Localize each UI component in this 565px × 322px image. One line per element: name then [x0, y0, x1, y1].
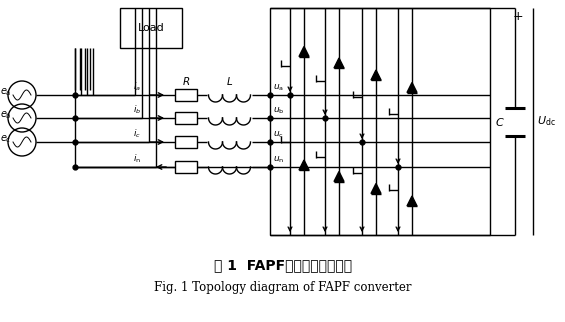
Polygon shape	[334, 172, 344, 182]
Polygon shape	[299, 46, 309, 56]
Text: $C$: $C$	[495, 116, 505, 128]
Text: $i_{b}$: $i_{b}$	[133, 104, 141, 116]
Text: 图 1  FAPF变流器拓扑结构图: 图 1 FAPF变流器拓扑结构图	[214, 258, 352, 272]
Bar	[175, 89, 197, 101]
Text: Load: Load	[138, 23, 164, 33]
Text: Fig. 1 Topology diagram of FAPF converter: Fig. 1 Topology diagram of FAPF converte…	[154, 280, 412, 293]
Text: $e_{\rm a}$: $e_{\rm a}$	[0, 86, 12, 98]
Text: $u_{\rm b}$: $u_{\rm b}$	[273, 106, 284, 116]
Text: $u_{\rm c}$: $u_{\rm c}$	[273, 130, 284, 140]
Bar	[175, 136, 197, 148]
Polygon shape	[299, 160, 309, 170]
Polygon shape	[407, 196, 417, 206]
Text: $e_{\rm c}$: $e_{\rm c}$	[1, 133, 12, 145]
Text: $L$: $L$	[226, 75, 233, 87]
Text: $U_{\rm dc}$: $U_{\rm dc}$	[537, 115, 556, 128]
Bar	[120, 8, 182, 48]
Text: +: +	[512, 10, 523, 23]
Bar	[175, 161, 197, 173]
Bar	[270, 8, 490, 235]
Text: $i_{c}$: $i_{c}$	[133, 128, 141, 140]
Polygon shape	[407, 82, 417, 92]
Text: $i_{\rm n}$: $i_{\rm n}$	[133, 153, 141, 165]
Text: $u_{\rm n}$: $u_{\rm n}$	[273, 155, 284, 165]
Polygon shape	[371, 184, 381, 194]
Text: $i_{a}$: $i_{a}$	[133, 81, 141, 93]
Polygon shape	[334, 58, 344, 68]
Text: $e_{\rm b}$: $e_{\rm b}$	[0, 109, 12, 121]
Text: $R$: $R$	[182, 75, 190, 87]
Polygon shape	[371, 70, 381, 80]
Bar	[175, 112, 197, 124]
Text: $u_{\rm a}$: $u_{\rm a}$	[273, 83, 284, 93]
